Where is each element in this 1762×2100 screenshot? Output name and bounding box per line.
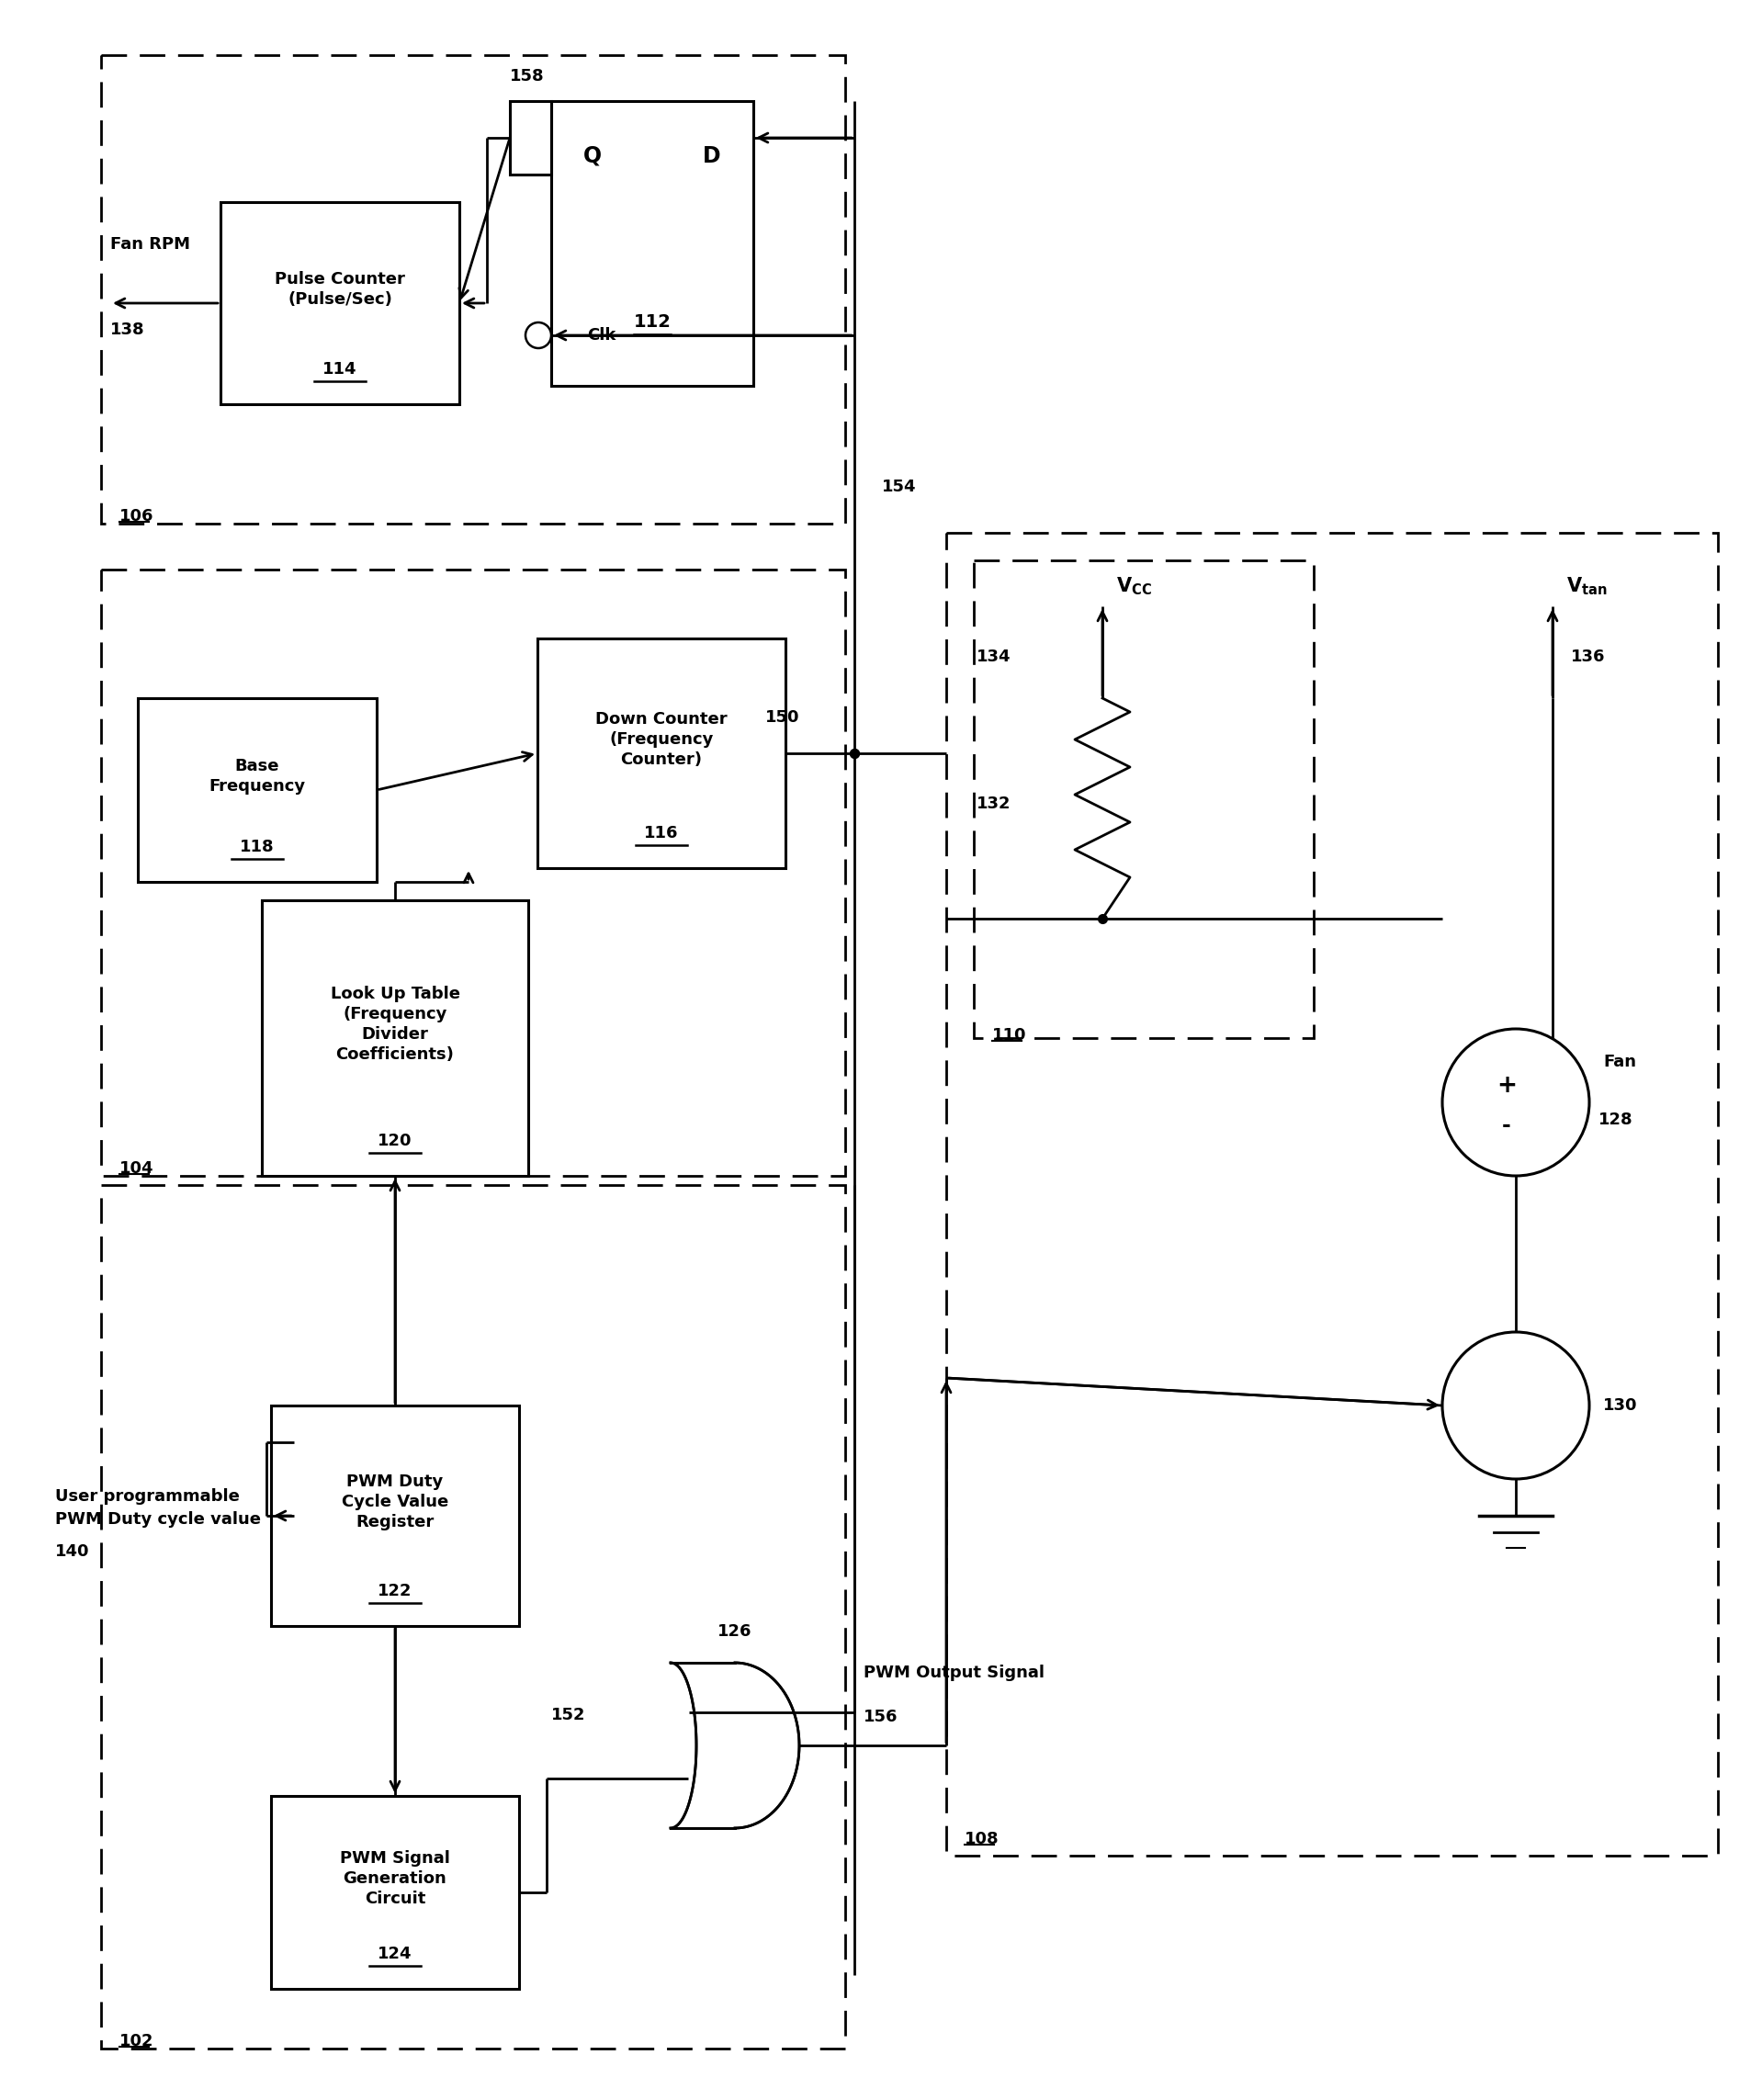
Bar bbox=[537, 638, 786, 867]
Text: 158: 158 bbox=[509, 67, 544, 84]
Text: Coefficients): Coefficients) bbox=[337, 1046, 455, 1063]
Text: Pulse Counter: Pulse Counter bbox=[275, 271, 405, 288]
Text: 116: 116 bbox=[645, 825, 678, 842]
Text: 124: 124 bbox=[377, 1947, 412, 1961]
Bar bbox=[137, 697, 377, 882]
Text: Base: Base bbox=[234, 758, 280, 775]
Text: Fan: Fan bbox=[1603, 1054, 1637, 1071]
Text: Cycle Value: Cycle Value bbox=[342, 1493, 448, 1510]
Bar bbox=[552, 101, 754, 386]
Text: Divider: Divider bbox=[361, 1027, 428, 1044]
Bar bbox=[100, 55, 846, 523]
Text: Frequency: Frequency bbox=[210, 779, 305, 794]
Text: (Frequency: (Frequency bbox=[610, 731, 714, 748]
Text: 126: 126 bbox=[717, 1623, 752, 1640]
Text: 106: 106 bbox=[120, 508, 153, 525]
Text: 102: 102 bbox=[120, 2033, 153, 2050]
Text: 130: 130 bbox=[1603, 1396, 1637, 1413]
Text: 132: 132 bbox=[976, 796, 1011, 813]
Bar bbox=[946, 533, 1718, 1856]
Text: 112: 112 bbox=[634, 313, 671, 330]
Text: User programmable: User programmable bbox=[55, 1489, 240, 1506]
Bar bbox=[271, 1405, 520, 1625]
Text: 156: 156 bbox=[863, 1709, 899, 1726]
Text: Counter): Counter) bbox=[620, 752, 703, 769]
Text: (Frequency: (Frequency bbox=[344, 1006, 448, 1023]
Text: V$_{\mathregular{CC}}$: V$_{\mathregular{CC}}$ bbox=[1115, 575, 1152, 596]
Text: 154: 154 bbox=[883, 479, 916, 496]
Text: Look Up Table: Look Up Table bbox=[329, 985, 460, 1002]
Text: 138: 138 bbox=[111, 321, 144, 338]
Bar bbox=[271, 1796, 520, 1989]
Text: 114: 114 bbox=[322, 361, 358, 378]
Bar bbox=[220, 202, 460, 403]
Polygon shape bbox=[671, 1663, 800, 1829]
Text: Down Counter: Down Counter bbox=[596, 712, 728, 727]
Bar bbox=[974, 561, 1314, 1037]
Bar bbox=[100, 1184, 846, 2050]
Text: 136: 136 bbox=[1572, 649, 1605, 666]
Text: (Pulse/Sec): (Pulse/Sec) bbox=[287, 292, 393, 309]
Text: +: + bbox=[1496, 1073, 1517, 1098]
Bar bbox=[509, 101, 552, 174]
Text: 140: 140 bbox=[55, 1544, 90, 1560]
Text: 128: 128 bbox=[1598, 1111, 1633, 1128]
Text: 118: 118 bbox=[240, 838, 275, 855]
Text: Circuit: Circuit bbox=[365, 1890, 425, 1907]
Circle shape bbox=[1443, 1029, 1589, 1176]
Text: PWM Duty: PWM Duty bbox=[347, 1474, 444, 1491]
Text: 120: 120 bbox=[377, 1132, 412, 1149]
Text: 150: 150 bbox=[765, 710, 800, 727]
Text: Fan RPM: Fan RPM bbox=[111, 235, 190, 252]
Bar bbox=[100, 569, 846, 1176]
Text: PWM Signal: PWM Signal bbox=[340, 1850, 449, 1867]
Text: Q: Q bbox=[583, 145, 603, 168]
Text: -: - bbox=[1503, 1115, 1512, 1136]
Text: PWM Output Signal: PWM Output Signal bbox=[863, 1665, 1045, 1682]
Circle shape bbox=[1443, 1331, 1589, 1478]
Text: 104: 104 bbox=[120, 1159, 153, 1176]
Text: Generation: Generation bbox=[344, 1871, 448, 1888]
Text: D: D bbox=[703, 145, 721, 168]
Text: 122: 122 bbox=[377, 1583, 412, 1600]
Text: PWM Duty cycle value: PWM Duty cycle value bbox=[55, 1512, 261, 1527]
Text: 108: 108 bbox=[964, 1831, 999, 1848]
Text: 152: 152 bbox=[552, 1707, 585, 1724]
Text: 134: 134 bbox=[976, 649, 1011, 666]
Text: V$_{\mathregular{tan}}$: V$_{\mathregular{tan}}$ bbox=[1566, 575, 1607, 596]
Circle shape bbox=[525, 323, 552, 349]
Text: Register: Register bbox=[356, 1514, 433, 1531]
Text: Clk: Clk bbox=[587, 328, 617, 344]
Bar bbox=[263, 901, 529, 1176]
Text: 110: 110 bbox=[992, 1027, 1027, 1044]
